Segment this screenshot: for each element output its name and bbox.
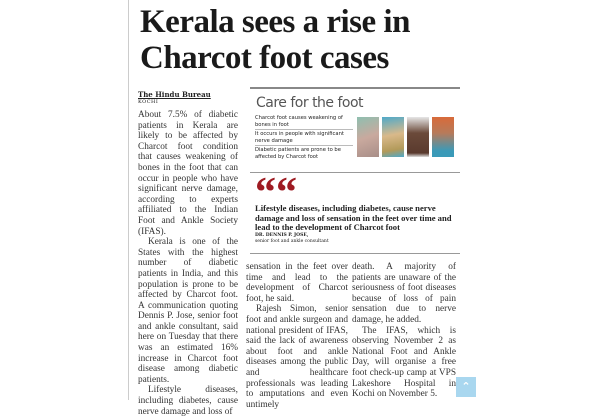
chevron-up-icon: ⌃: [461, 380, 471, 393]
foot-photo: [407, 117, 429, 157]
divider: [250, 253, 460, 254]
foot-photo: [382, 117, 404, 157]
scroll-to-top-button[interactable]: ⌃: [456, 377, 476, 397]
paragraph: Kerala is one of the States with the hig…: [138, 237, 238, 385]
foot-photo: [432, 117, 454, 157]
paragraph: sensation in the feet over time and lead…: [246, 262, 348, 304]
paragraph: death. A majority of patients are unawar…: [352, 262, 456, 325]
fact-item: Diabetic patients are prone to be affect…: [255, 147, 341, 160]
paragraph: About 7.5% of diabetic patients in Keral…: [138, 110, 238, 237]
box-title: Care for the foot: [256, 95, 364, 111]
care-for-the-foot-box: Care for the foot Charcot foot causes we…: [250, 87, 460, 254]
article-column-2: sensation in the feet over time and lead…: [246, 262, 348, 410]
paragraph: Rajesh Simon, senior foot and ankle surg…: [246, 304, 348, 410]
paragraph: Lifestyle diseases, including diabetes, …: [138, 385, 238, 417]
paragraph: The IFAS, which is observing November 2 …: [352, 325, 456, 400]
fact-list: Charcot foot causes weakening of bones i…: [255, 115, 353, 163]
quote-author-role: senior foot and ankle consultant: [255, 239, 329, 244]
article-column-3: death. A majority of patients are unawar…: [352, 262, 456, 400]
foot-photos: [357, 117, 454, 157]
article-column-1: About 7.5% of diabetic patients in Keral…: [138, 110, 238, 417]
column-divider: [128, 0, 129, 400]
foot-photo: [357, 117, 379, 157]
fact-item: Charcot foot causes weakening of bones i…: [255, 115, 353, 131]
divider: [250, 172, 460, 173]
byline: The Hindu Bureau: [138, 90, 211, 99]
quote-author: DR. DENNIS P. JOSE,: [255, 233, 309, 238]
headline: Kerala sees a rise in Charcot foot cases: [140, 4, 410, 76]
dateline: KOCHI: [138, 99, 159, 105]
quote-mark-icon: ““: [255, 170, 297, 216]
pull-quote: Lifestyle diseases, including diabetes, …: [255, 203, 452, 233]
fact-item: It occurs in people with significant ner…: [255, 131, 353, 147]
